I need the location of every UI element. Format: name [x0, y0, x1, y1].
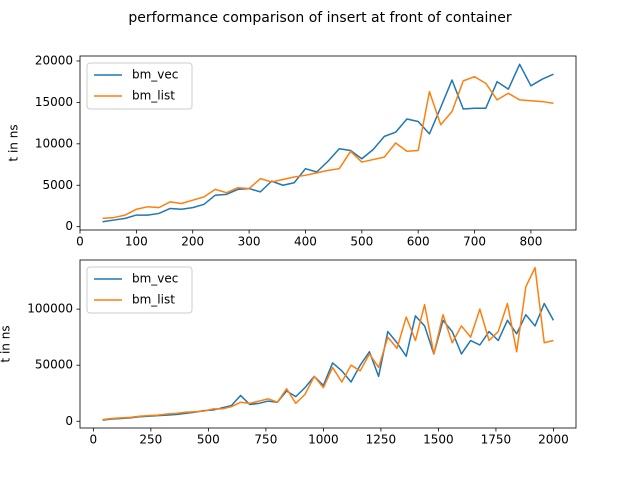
x-tick-label: 200	[181, 235, 204, 249]
y-axis-label: t in ns	[7, 124, 21, 161]
x-tick-label: 700	[463, 235, 486, 249]
subplot: 0 5000 10000 15000 20000 0 100 200 300 400 500 600 7…	[7, 53, 577, 249]
x-tick-label: 1000	[308, 433, 339, 447]
x-tick-label: 2000	[538, 433, 569, 447]
subplot: 0 50000 100000 0 250 500 750 1000 1250 1500 1750 20…	[0, 259, 577, 447]
plot-frame	[79, 55, 577, 231]
x-tick-label: 100	[125, 235, 148, 249]
legend-label: bm_list	[132, 293, 175, 307]
x-tick-label: 1500	[423, 433, 454, 447]
legend-label: bm_vec	[132, 68, 178, 82]
figure-title: performance comparison of insert at fron…	[128, 10, 511, 26]
x-tick-label: 400	[294, 235, 317, 249]
y-tick-label: 15000	[35, 95, 73, 109]
y-tick-label: 10000	[35, 136, 73, 150]
y-tick-label: 50000	[35, 358, 73, 372]
x-tick-label: 600	[407, 235, 430, 249]
x-tick-label: 1750	[481, 433, 512, 447]
x-tick-label: 500	[350, 235, 373, 249]
y-tick-label: 20000	[35, 53, 73, 67]
x-tick-label: 250	[139, 433, 162, 447]
legend-label: bm_list	[132, 89, 175, 103]
series-line	[102, 266, 554, 421]
y-tick-label: 5000	[42, 178, 73, 192]
x-tick-label: 0	[90, 433, 98, 447]
series-line	[102, 302, 555, 421]
series-line	[102, 63, 554, 223]
plot-frame	[79, 259, 577, 429]
x-tick-label: 300	[238, 235, 261, 249]
y-axis-label: t in ns	[0, 325, 13, 362]
x-tick-label: 1250	[366, 433, 397, 447]
legend-label: bm_vec	[132, 272, 178, 286]
series-line	[102, 75, 554, 220]
x-tick-label: 750	[254, 433, 277, 447]
x-tick-label: 0	[76, 235, 84, 249]
x-tick-label: 800	[519, 235, 542, 249]
y-tick-label: 100000	[27, 302, 73, 316]
y-tick-label: 0	[65, 414, 73, 428]
legend: bm_vec bm_list	[86, 266, 193, 314]
x-tick-label: 500	[197, 433, 220, 447]
legend: bm_vec bm_list	[86, 62, 193, 110]
y-tick-label: 0	[65, 219, 73, 233]
